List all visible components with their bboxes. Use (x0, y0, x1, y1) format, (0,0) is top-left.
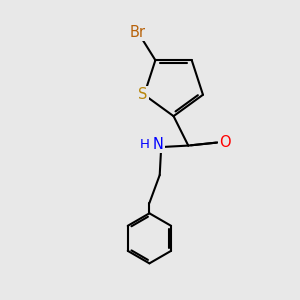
Text: O: O (219, 134, 230, 149)
Text: N: N (153, 137, 164, 152)
Text: S: S (138, 87, 147, 102)
Text: Br: Br (130, 25, 146, 40)
Text: H: H (140, 138, 150, 151)
